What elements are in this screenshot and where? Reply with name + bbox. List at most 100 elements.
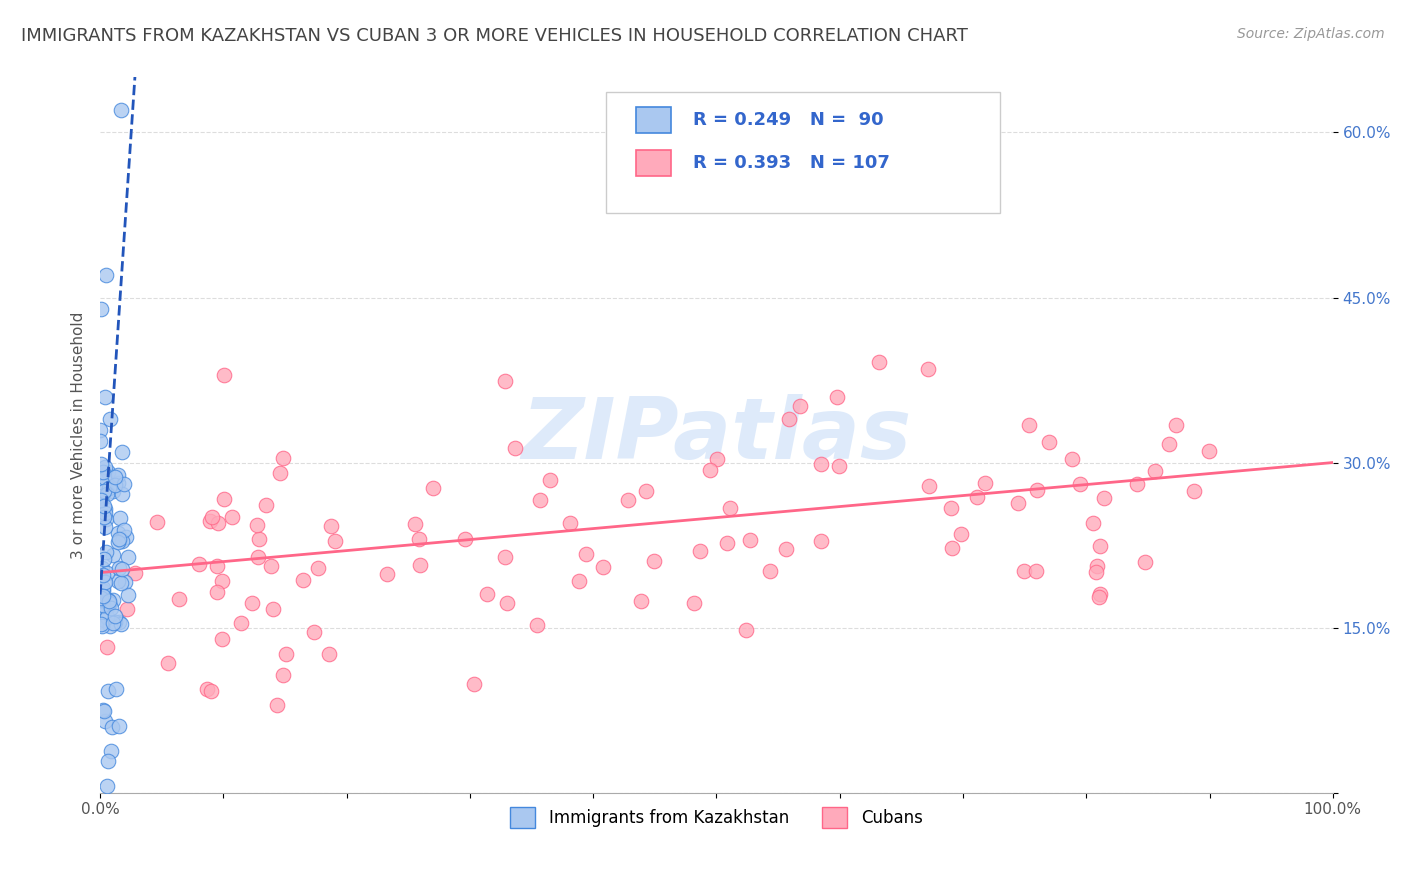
Point: [98, 596, 121, 610]
Point: [104, 608, 127, 623]
Point: [1166, 418, 1188, 433]
Point: [94, 506, 117, 520]
Point: [94, 390, 117, 404]
Point: [240, 596, 263, 610]
Point: [529, 493, 551, 508]
Point: [1182, 483, 1205, 498]
Point: [93, 599, 115, 613]
Point: [229, 616, 252, 631]
Point: [422, 481, 444, 495]
Point: [97, 684, 120, 698]
Point: [107, 561, 129, 575]
Point: [91, 589, 114, 603]
Point: [101, 548, 124, 562]
Point: [104, 470, 127, 484]
Point: [211, 574, 233, 588]
Point: [96, 779, 118, 793]
Text: R = 0.393   N = 107: R = 0.393 N = 107: [693, 154, 890, 172]
Point: [211, 632, 233, 647]
Point: [110, 533, 132, 547]
Point: [292, 573, 315, 587]
Point: [307, 560, 329, 574]
Point: [98, 594, 121, 608]
Text: R = 0.249   N =  90: R = 0.249 N = 90: [693, 112, 883, 129]
Point: [97, 599, 120, 614]
Point: [494, 375, 516, 389]
Point: [319, 518, 342, 533]
FancyBboxPatch shape: [606, 92, 1000, 213]
Point: [558, 516, 581, 530]
Point: [200, 684, 222, 698]
Point: [1069, 476, 1091, 491]
Point: [107, 467, 129, 482]
Point: [100, 743, 122, 757]
Point: [759, 564, 782, 578]
Point: [96, 592, 118, 607]
Point: [91, 489, 114, 503]
Bar: [637, 107, 671, 133]
Point: [107, 534, 129, 549]
Point: [1062, 452, 1084, 467]
Point: [495, 596, 517, 610]
Point: [973, 476, 995, 491]
Point: [96, 545, 118, 559]
Point: [271, 667, 294, 681]
Point: [104, 477, 127, 491]
Point: [463, 676, 485, 690]
Point: [114, 530, 136, 544]
Legend: Immigrants from Kazakhstan, Cubans: Immigrants from Kazakhstan, Cubans: [503, 801, 929, 834]
Point: [917, 362, 939, 376]
Point: [1133, 555, 1156, 569]
Point: [94, 470, 117, 484]
Point: [247, 532, 270, 546]
Point: [97, 593, 120, 607]
Point: [789, 399, 811, 413]
Point: [1085, 558, 1108, 573]
Point: [96, 512, 118, 526]
Point: [1026, 483, 1049, 497]
Point: [205, 559, 228, 574]
Point: [775, 541, 797, 556]
Point: [568, 574, 591, 588]
Point: [526, 618, 548, 632]
Point: [221, 509, 243, 524]
Point: [90, 457, 112, 471]
Point: [111, 562, 134, 576]
Point: [810, 457, 832, 471]
Point: [868, 355, 890, 369]
Point: [93, 704, 115, 718]
Point: [90, 592, 112, 607]
Point: [107, 533, 129, 547]
Point: [90, 616, 112, 631]
Point: [111, 534, 134, 549]
Point: [94, 459, 117, 474]
Point: [146, 516, 169, 530]
Point: [110, 103, 132, 118]
Point: [966, 490, 988, 504]
Point: [93, 483, 115, 498]
Text: ZIPatlas: ZIPatlas: [522, 393, 911, 476]
Point: [636, 484, 658, 499]
Point: [117, 588, 139, 602]
Point: [100, 600, 122, 615]
Point: [778, 412, 800, 426]
Point: [104, 615, 127, 629]
Point: [91, 466, 114, 480]
Point: [91, 703, 114, 717]
Point: [716, 536, 738, 550]
Point: [101, 615, 124, 630]
Point: [1088, 539, 1111, 553]
Point: [304, 625, 326, 640]
Point: [105, 681, 128, 696]
Point: [112, 476, 135, 491]
Point: [538, 473, 561, 487]
Point: [718, 500, 741, 515]
Point: [97, 754, 120, 768]
Point: [950, 527, 973, 541]
Point: [207, 516, 229, 530]
Point: [246, 518, 269, 533]
Point: [1157, 436, 1180, 450]
Point: [375, 566, 398, 581]
Point: [93, 551, 115, 566]
Point: [1198, 444, 1220, 458]
